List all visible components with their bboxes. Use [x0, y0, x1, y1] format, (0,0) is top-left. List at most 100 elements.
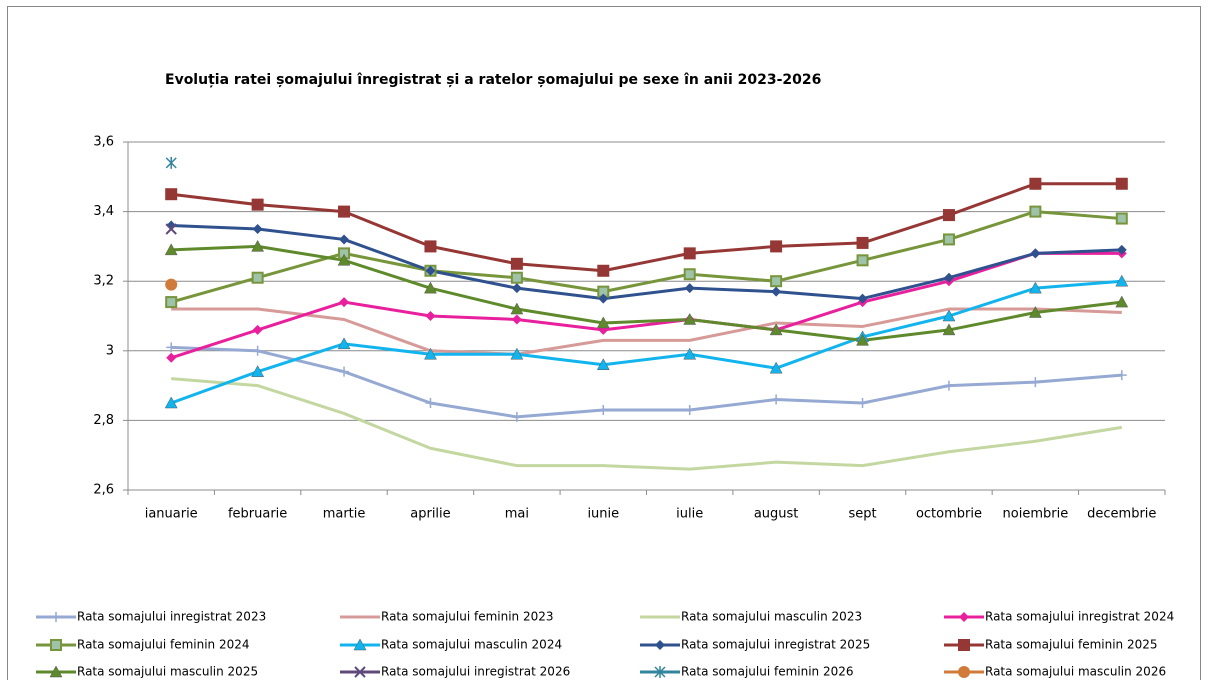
x-tick-label: iulie: [676, 507, 703, 522]
marker: [165, 188, 178, 201]
marker: [769, 361, 783, 374]
x-tick-label: aprilie: [410, 507, 450, 522]
marker: [1029, 205, 1042, 218]
marker: [165, 296, 178, 309]
legend-item: Rata somajului masculin 2026: [944, 665, 1166, 679]
marker: [339, 366, 350, 377]
marker: [510, 257, 523, 270]
marker: [165, 278, 178, 291]
x-tick-label: martie: [323, 507, 366, 522]
marker: [251, 198, 264, 211]
marker: [596, 358, 610, 370]
marker: [354, 666, 366, 678]
marker: [165, 156, 177, 169]
marker: [856, 333, 869, 346]
marker: [857, 398, 868, 408]
legend-item: Rata somajului feminin 2026: [640, 665, 854, 679]
marker: [958, 639, 970, 651]
marker: [50, 639, 62, 651]
marker: [598, 404, 609, 415]
series-line: [171, 307, 1122, 356]
legend-item: Rata somajului inregistrat 2026: [340, 665, 570, 679]
marker: [856, 236, 869, 249]
x-tick-label: mai: [505, 507, 529, 522]
marker: [510, 271, 523, 284]
marker: [1030, 377, 1041, 388]
series-line: [171, 377, 1123, 471]
marker: [769, 323, 783, 336]
marker: [511, 411, 522, 422]
marker: [251, 239, 265, 252]
y-tick-label: 3: [106, 343, 114, 358]
marker: [684, 404, 695, 415]
marker: [942, 323, 956, 336]
marker: [596, 316, 610, 329]
y-tick-label: 2,8: [93, 413, 114, 428]
marker: [165, 223, 177, 235]
marker: [942, 233, 955, 246]
series-line: [170, 279, 1122, 405]
legend-item: Rata somajului inregistrat 2023: [36, 610, 266, 624]
series-line: [171, 224, 1122, 301]
marker: [683, 312, 697, 325]
legend-item: Rata somajului feminin 2025: [944, 638, 1158, 652]
marker: [771, 394, 782, 405]
marker: [425, 398, 436, 408]
marker: [683, 347, 697, 360]
marker: [857, 293, 868, 304]
series-line: [171, 244, 1122, 342]
marker: [251, 365, 265, 377]
legend-label: Rata somajului inregistrat 2023: [77, 610, 266, 624]
marker: [337, 337, 351, 350]
marker: [943, 380, 954, 391]
marker: [510, 347, 524, 360]
legend-label: Rata somajului masculin 2023: [681, 610, 862, 624]
legend-item: Rata somajului masculin 2024: [340, 638, 562, 652]
x-tick-label: iunie: [587, 507, 619, 522]
marker: [164, 396, 178, 409]
marker: [166, 342, 177, 353]
marker: [1116, 244, 1127, 255]
legend-item: Rata somajului feminin 2023: [340, 610, 554, 624]
marker: [252, 224, 263, 234]
legend-item: Rata somajului masculin 2023: [640, 610, 862, 624]
legend-label: Rata somajului inregistrat 2025: [681, 638, 870, 652]
marker: [424, 240, 437, 253]
marker: [1116, 370, 1127, 381]
marker: [1115, 177, 1128, 190]
marker: [1115, 274, 1129, 287]
legend-label: Rata somajului inregistrat 2024: [985, 610, 1174, 624]
x-tick-label: februarie: [228, 507, 287, 522]
legend-label: Rata somajului masculin 2024: [381, 638, 562, 652]
y-tick-label: 3,2: [93, 274, 114, 289]
marker: [164, 243, 178, 256]
marker: [1030, 248, 1041, 259]
y-tick-label: 2,6: [93, 483, 114, 498]
marker: [770, 240, 783, 253]
marker: [683, 268, 696, 281]
marker: [1029, 177, 1042, 190]
marker: [1028, 281, 1042, 294]
legend-item: Rata somajului feminin 2024: [36, 638, 250, 652]
legend-label: Rata somajului masculin 2025: [77, 665, 258, 679]
y-tick-label: 3,4: [93, 204, 114, 219]
legend-item: Rata somajului inregistrat 2025: [640, 638, 870, 652]
legend-item: Rata somajului masculin 2025: [36, 665, 258, 679]
marker: [49, 665, 63, 678]
marker: [339, 234, 350, 245]
marker: [339, 297, 350, 308]
marker: [1115, 212, 1128, 225]
chart-title: Evoluția ratei șomajului înregistrat și …: [165, 72, 821, 88]
marker: [958, 666, 970, 678]
marker: [959, 612, 969, 622]
marker: [597, 264, 610, 277]
marker: [424, 347, 437, 360]
series-line: [171, 345, 1122, 419]
legend-label: Rata somajului feminin 2025: [985, 638, 1158, 652]
marker: [425, 265, 436, 276]
marker: [598, 293, 609, 304]
x-tick-label: ianuarie: [145, 507, 198, 522]
x-tick-label: sept: [848, 507, 876, 522]
